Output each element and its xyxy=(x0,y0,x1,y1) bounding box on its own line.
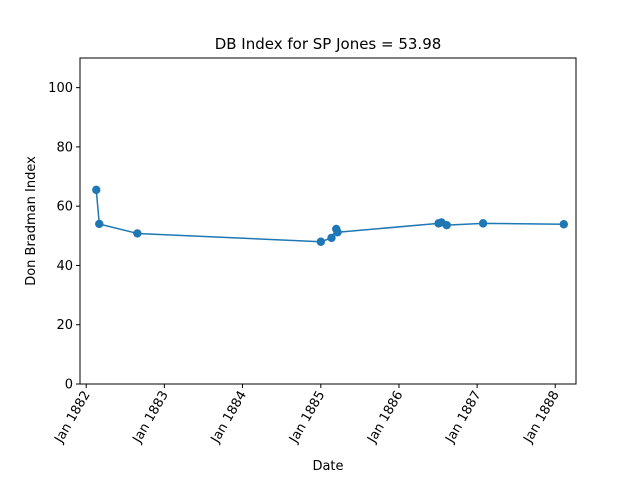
y-tick-label: 80 xyxy=(56,140,73,155)
data-point xyxy=(316,237,326,246)
data-point xyxy=(442,220,451,230)
y-axis-title: Don Bradman Index xyxy=(24,156,39,286)
data-point xyxy=(478,219,488,228)
data-point xyxy=(92,185,101,195)
y-tick-label: 40 xyxy=(56,259,73,274)
x-axis-title: Date xyxy=(312,459,343,474)
data-point xyxy=(333,228,342,237)
y-tick-label: 20 xyxy=(56,318,73,333)
plot-frame xyxy=(79,57,577,385)
data-point xyxy=(327,233,336,243)
chart-title: DB Index for SP Jones = 53.98 xyxy=(215,35,442,53)
data-point xyxy=(95,219,104,229)
data-point xyxy=(133,229,142,238)
data-point xyxy=(559,220,568,229)
y-tick-label: 0 xyxy=(65,378,73,393)
y-tick-label: 60 xyxy=(56,200,73,215)
y-tick-label: 100 xyxy=(48,81,73,96)
